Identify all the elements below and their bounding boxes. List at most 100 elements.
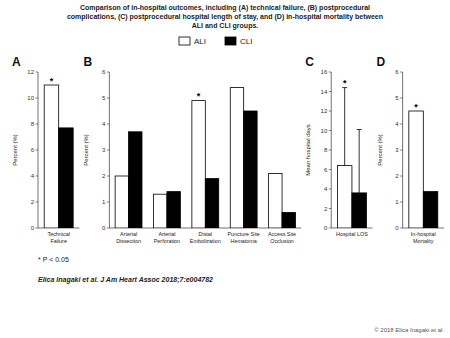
tick-label: 5 — [102, 95, 106, 101]
axis-label: Percent (%) — [377, 134, 383, 166]
tick — [329, 169, 332, 170]
tick-label: 3 — [395, 147, 399, 153]
tick-label: 2 — [395, 173, 399, 179]
bar — [230, 88, 243, 228]
panel-label: D — [377, 55, 386, 69]
tick — [329, 111, 332, 112]
title: Comparison of in-hospital outcomes, incl… — [67, 4, 383, 30]
tick — [36, 228, 39, 229]
bars — [409, 111, 438, 228]
bar — [192, 101, 205, 228]
axis-label: Percent (%) — [83, 134, 89, 166]
tick — [107, 98, 110, 99]
bar — [59, 128, 73, 228]
tick-label: 10 — [27, 95, 34, 101]
bar — [423, 192, 437, 228]
tick — [107, 150, 110, 151]
y-axis — [402, 72, 403, 228]
tick-label: 6 — [324, 167, 328, 173]
tick-label: 4 — [102, 121, 106, 127]
tick — [329, 189, 332, 190]
bars — [115, 88, 295, 228]
tick-label: 6 — [102, 69, 106, 75]
significance-marker: * — [343, 78, 347, 88]
bar — [154, 194, 167, 228]
bar — [244, 111, 257, 228]
tick — [329, 91, 332, 92]
tick-label: 2 — [324, 206, 328, 212]
tick-label: 6 — [395, 69, 399, 75]
panel-label: C — [305, 55, 314, 69]
tick-label: 6 — [31, 147, 35, 153]
panel-label: B — [83, 55, 92, 69]
tick — [107, 72, 110, 73]
bars — [337, 88, 366, 228]
bar — [205, 179, 218, 228]
panel: BPercent (%)0123456*ArterialDissectionAr… — [83, 55, 301, 244]
tick — [329, 150, 332, 151]
panel: CMean hospital days0246810121416*Hospita… — [305, 55, 372, 237]
bar — [352, 193, 366, 228]
tick-label: 2 — [102, 173, 106, 179]
tick-label: 0 — [324, 225, 328, 231]
bar — [129, 132, 142, 228]
figure: Comparison of in-hospital outcomes, incl… — [0, 0, 450, 338]
tick-label: 1 — [395, 199, 399, 205]
category-label: TechnicalFailure — [47, 231, 69, 244]
tick — [107, 202, 110, 203]
tick-label: 4 — [395, 121, 399, 127]
legend-swatch — [179, 37, 190, 45]
tick — [329, 130, 332, 131]
tick-label: 12 — [321, 108, 328, 114]
tick — [400, 98, 403, 99]
y-axis — [331, 72, 332, 228]
tick-label: 3 — [102, 147, 106, 153]
tick — [36, 202, 39, 203]
tick — [400, 202, 403, 203]
tick-label: 0 — [31, 225, 35, 231]
tick — [107, 176, 110, 177]
tick — [400, 176, 403, 177]
axis-label: Percent (%) — [12, 134, 18, 166]
tick — [400, 228, 403, 229]
bar — [167, 192, 180, 228]
category-label: ArterialDissection — [116, 231, 141, 244]
tick-label: 14 — [321, 89, 328, 95]
citation: Elica Inagaki et al. J Am Heart Assoc 20… — [38, 276, 213, 284]
bar — [409, 111, 423, 228]
tick — [400, 124, 403, 125]
bar — [282, 212, 295, 228]
tick — [36, 124, 39, 125]
background — [0, 0, 450, 338]
tick-label: 4 — [31, 173, 35, 179]
tick-label: 12 — [27, 69, 34, 75]
copyright: © 2018 Elica Inagaki et al. — [374, 327, 444, 333]
tick — [107, 228, 110, 229]
panel-label: A — [12, 55, 21, 69]
significance-marker: * — [197, 91, 201, 101]
tick — [329, 208, 332, 209]
tick — [36, 176, 39, 177]
axis-label: Mean hospital days — [305, 124, 311, 176]
tick-label: 10 — [321, 128, 328, 134]
significance-note: * P < 0.05 — [38, 256, 69, 263]
y-axis — [38, 72, 39, 228]
tick — [400, 72, 403, 73]
error-bar — [342, 88, 347, 166]
tick — [400, 150, 403, 151]
significance-marker: * — [50, 76, 54, 86]
significance-marker: * — [414, 102, 418, 112]
tick — [36, 72, 39, 73]
y-axis — [109, 72, 110, 228]
category-label: In-hospitalMortality — [411, 231, 436, 244]
bar — [269, 173, 282, 228]
legend: ALICLI — [179, 37, 252, 46]
bar — [44, 85, 58, 228]
tick — [36, 150, 39, 151]
tick-label: 8 — [324, 147, 328, 153]
tick-label: 4 — [324, 186, 328, 192]
tick-label: 1 — [102, 199, 106, 205]
category-label: Puncture SiteHematoma — [227, 231, 259, 244]
tick-label: 5 — [395, 95, 399, 101]
tick-label: 0 — [395, 225, 399, 231]
